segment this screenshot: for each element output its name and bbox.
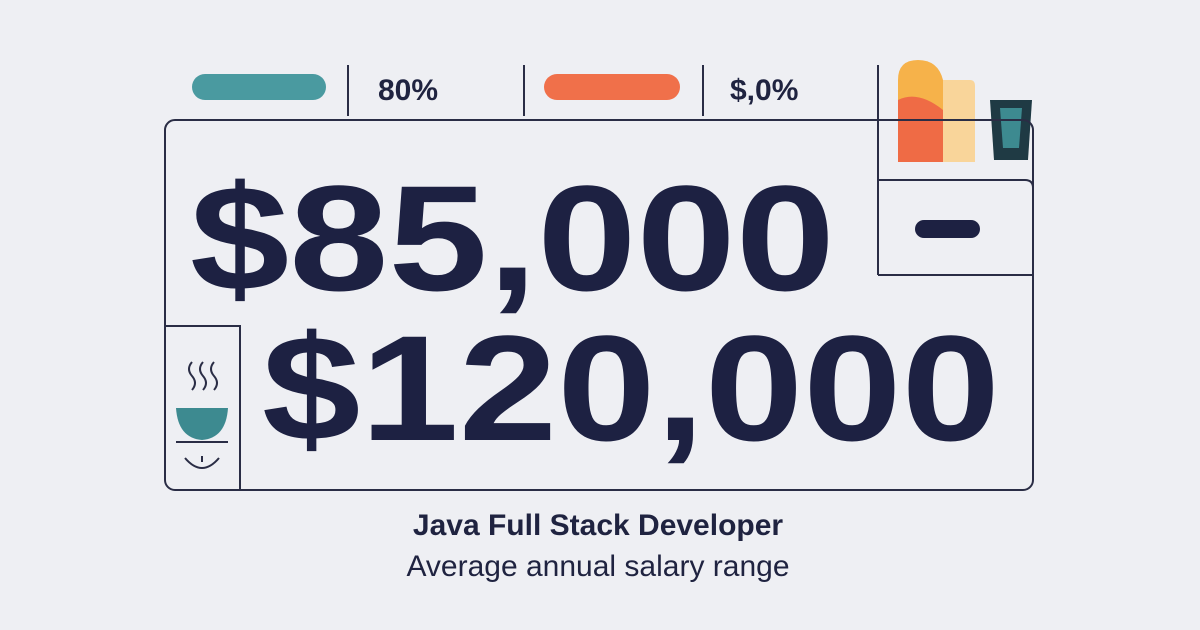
abstract-icon [898, 60, 975, 162]
salary-low: $85,000 [190, 154, 835, 322]
orange-pill [544, 74, 680, 100]
cup-icon [990, 100, 1032, 160]
bowl-icon [176, 408, 228, 440]
range-dash [915, 220, 980, 238]
caption-title: Java Full Stack Developer [413, 509, 784, 542]
teal-pill [192, 74, 326, 100]
stat-label: $,0% [730, 74, 798, 107]
smile-icon [184, 456, 220, 469]
salary-high: $120,000 [262, 304, 1000, 472]
separator-box [878, 179, 1034, 276]
steam-icon [188, 361, 218, 391]
stat-label: 80% [378, 74, 438, 107]
caption-subtitle: Average annual salary range [406, 550, 789, 583]
main-frame [164, 119, 1034, 491]
icon-box [165, 325, 241, 490]
